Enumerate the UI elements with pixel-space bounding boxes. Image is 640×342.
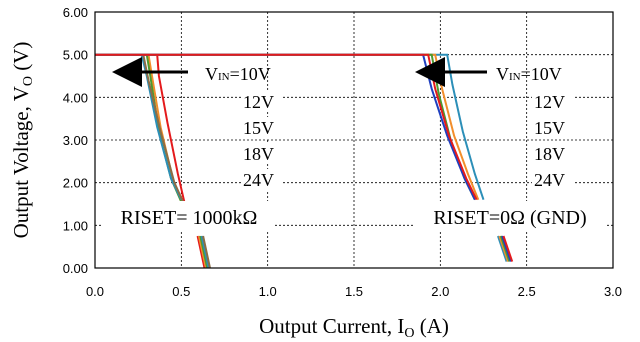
vin-value-bg xyxy=(241,169,283,190)
y-tick-label: 3.00 xyxy=(63,133,88,148)
x-tick-label: 3.0 xyxy=(604,284,622,299)
y-axis-title: Output Voltage, VO (V) xyxy=(9,42,36,239)
x-tick-label: 2.0 xyxy=(431,284,449,299)
series-tail-1-2 xyxy=(197,235,207,269)
y-tick-label: 5.00 xyxy=(63,48,88,63)
series-tail-2-1 xyxy=(497,235,508,262)
y-tick-label: 1.00 xyxy=(63,218,88,233)
vin-label-2: VIN=10V xyxy=(496,64,562,84)
riset-label-2: RISET=0Ω (GND) xyxy=(433,207,586,229)
vin-value-bg xyxy=(241,143,283,164)
vin-value-bg xyxy=(532,169,574,190)
vin-label-1: VIN=10V xyxy=(205,64,271,84)
vin-value-bg xyxy=(532,117,574,138)
series-tail-2-2 xyxy=(498,235,509,262)
riset-label-bg-1 xyxy=(103,201,275,231)
riset-label-1: RISET= 1000kΩ xyxy=(121,207,258,229)
x-tick-label: 0.5 xyxy=(172,284,190,299)
vin-value-1-3: 18V xyxy=(243,144,274,164)
x-tick-label: 2.5 xyxy=(518,284,536,299)
vin-value-bg xyxy=(241,117,283,138)
vin-value-1-2: 15V xyxy=(243,118,274,138)
plot-border xyxy=(94,11,614,269)
x-tick-label: 1.5 xyxy=(345,284,363,299)
vin-value-2-2: 15V xyxy=(534,118,565,138)
series-line-2-5 xyxy=(95,53,478,201)
y-tick-label: 6.00 xyxy=(63,5,88,20)
vin-value-1-4: 24V xyxy=(243,170,274,190)
series-tail-2-3 xyxy=(499,235,511,262)
y-tick-label: 0.00 xyxy=(63,261,88,276)
x-tick-label: 1.0 xyxy=(259,284,277,299)
vin-value-bg xyxy=(532,143,574,164)
riset-label-bg-2 xyxy=(415,201,605,231)
x-axis-title: Output Current, IO (A) xyxy=(259,314,449,341)
series-tail-1-3 xyxy=(199,235,209,269)
vin-value-2-3: 18V xyxy=(534,144,565,164)
series-tail-2-5 xyxy=(502,235,514,262)
series-tail-1-1 xyxy=(196,235,206,269)
series-tail-1-5 xyxy=(202,235,211,269)
x-tick-label: 0.0 xyxy=(86,284,104,299)
y-tick-label: 4.00 xyxy=(63,90,88,105)
y-tick-label: 2.00 xyxy=(63,176,88,191)
series-tail-2-4 xyxy=(501,235,512,262)
vin-value-bg xyxy=(241,91,283,112)
vin-value-1-1: 12V xyxy=(243,92,274,112)
vin-value-bg xyxy=(532,91,574,112)
series-tail-1-4 xyxy=(200,235,210,269)
vin-value-2-1: 12V xyxy=(534,92,565,112)
vin-value-2-4: 24V xyxy=(534,170,565,190)
